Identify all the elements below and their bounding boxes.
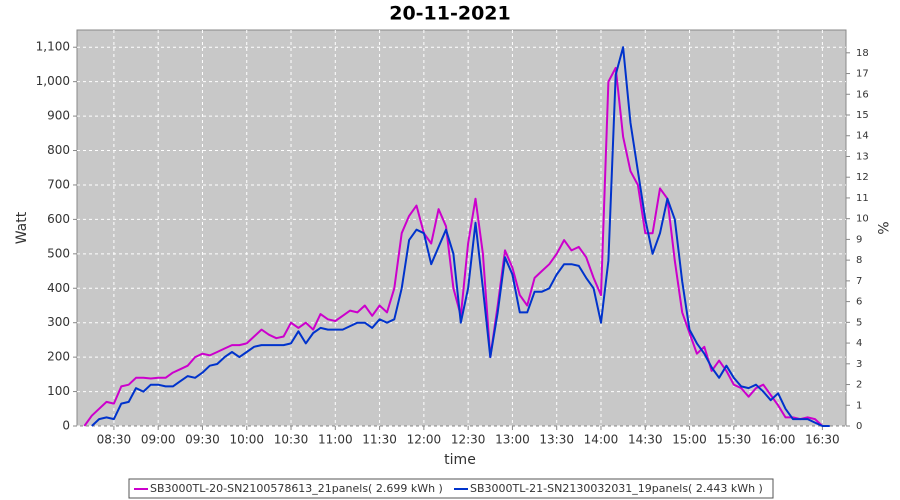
y-tick-label: 1,000	[36, 74, 70, 88]
x-tick-label: 16:00	[761, 433, 796, 447]
y-tick-label: 100	[47, 384, 70, 398]
y-tick-label: 200	[47, 350, 70, 364]
y2-tick-label: 6	[856, 297, 862, 308]
y2-tick-label: 12	[856, 172, 869, 183]
x-tick-label: 16:30	[805, 433, 840, 447]
y2-axis-label: %	[874, 221, 890, 234]
y-tick-label: 600	[47, 212, 70, 226]
legend-label: SB3000TL-21-SN2130032031_19panels( 2.443…	[470, 482, 763, 495]
y-tick-label: 0	[62, 419, 70, 433]
x-tick-label: 11:00	[318, 433, 353, 447]
x-tick-label: 13:00	[495, 433, 530, 447]
y2-tick-label: 15	[856, 110, 869, 121]
y2-tick-label: 11	[856, 193, 869, 204]
chart-title: 20-11-2021	[389, 3, 511, 25]
x-tick-label: 14:30	[628, 433, 663, 447]
y2-tick-label: 13	[856, 151, 869, 162]
y2-tick-label: 5	[856, 317, 862, 328]
plot-area	[76, 29, 847, 427]
y-tick-label: 900	[47, 109, 70, 123]
y2-tick-label: 18	[856, 48, 869, 59]
y2-tick-label: 1	[856, 400, 862, 411]
x-tick-label: 08:30	[97, 433, 132, 447]
y2-tick-label: 14	[856, 131, 869, 142]
y2-tick-label: 10	[856, 214, 869, 225]
x-tick-label: 10:30	[274, 433, 309, 447]
x-tick-label: 10:00	[229, 433, 264, 447]
x-tick-label: 12:30	[451, 433, 486, 447]
x-tick-label: 13:30	[539, 433, 574, 447]
x-tick-label: 12:00	[407, 433, 442, 447]
y2-tick-label: 9	[856, 234, 862, 245]
y2-tick-label: 17	[856, 69, 869, 80]
y2-tick-label: 0	[856, 421, 862, 432]
y2-tick-label: 3	[856, 359, 862, 370]
y-axis-label: Watt	[14, 211, 30, 244]
y-tick-label: 400	[47, 281, 70, 295]
x-tick-label: 15:00	[672, 433, 707, 447]
legend-label: SB3000TL-20-SN2100578613_21panels( 2.699…	[150, 482, 443, 495]
y-tick-label: 800	[47, 143, 70, 157]
x-tick-label: 15:30	[717, 433, 752, 447]
x-tick-label: 09:00	[141, 433, 176, 447]
x-tick-label: 14:00	[584, 433, 619, 447]
legend	[128, 478, 774, 499]
x-axis-label: time	[444, 452, 476, 468]
y-tick-label: 500	[47, 246, 70, 260]
y2-tick-label: 2	[856, 380, 862, 391]
y-tick-label: 300	[47, 315, 70, 329]
y-tick-label: 1,100	[36, 40, 70, 54]
x-tick-label: 11:30	[362, 433, 397, 447]
y2-tick-label: 16	[856, 89, 869, 100]
x-tick-label: 09:30	[185, 433, 220, 447]
series-line	[83, 66, 824, 427]
series-line	[91, 46, 830, 427]
y2-tick-label: 7	[856, 276, 862, 287]
y-tick-label: 700	[47, 177, 70, 191]
y2-tick-label: 8	[856, 255, 862, 266]
y2-tick-label: 4	[856, 338, 862, 349]
